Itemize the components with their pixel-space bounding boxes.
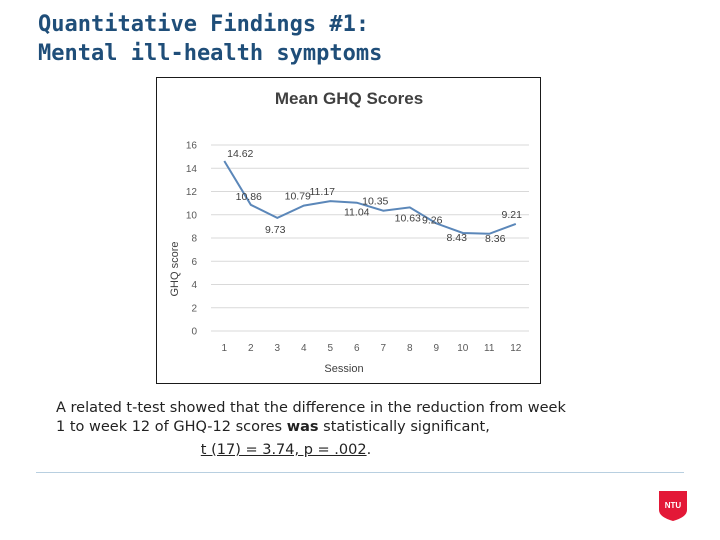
y-tick-label: 2 [191,303,197,314]
data-label: 9.26 [422,214,443,226]
t-test-statistic: t (17) = 3.74, p = .002 [200,442,367,458]
data-label: 10.86 [236,191,262,203]
footer-divider [36,472,684,473]
ntu-logo: NTU [659,491,687,521]
data-label: 11.04 [344,207,370,219]
data-label: 8.36 [485,233,506,245]
summary-line-2-start: 1 to week 12 of GHQ-12 scores [56,419,287,435]
summary-line-2-end: statistically significant, [318,419,490,435]
x-axis-label: Session [324,363,363,375]
data-label: 10.35 [362,196,388,208]
x-tick-label: 4 [301,343,307,354]
data-label: 10.63 [395,212,421,224]
x-tick-label: 9 [433,343,439,354]
y-tick-label: 6 [191,257,197,268]
y-tick-labels: 0 2 4 6 8 10 12 14 16 [186,141,198,338]
y-tick-label: 12 [186,187,198,198]
summary-line-2: 1 to week 12 of GHQ-12 scores was statis… [56,418,696,437]
summary-emphasis: was [286,419,319,435]
y-tick-label: 10 [186,210,198,221]
data-label: 11.17 [310,186,336,198]
x-tick-label: 7 [380,343,386,354]
x-tick-label: 1 [221,343,227,354]
x-tick-label: 5 [327,343,333,354]
x-tick-label: 8 [407,343,413,354]
chart-title: Mean GHQ Scores [275,89,423,108]
x-tick-label: 3 [274,343,280,354]
y-tick-label: 0 [191,327,197,338]
x-tick-label: 10 [457,343,469,354]
slide-title-line-1: Quantitative Findings #1: [38,12,370,37]
x-tick-labels: 1 2 3 4 5 6 7 8 9 10 11 12 [221,343,521,354]
slide-title: Quantitative Findings #1: Mental ill-hea… [38,10,382,68]
y-tick-label: 16 [186,141,198,152]
statistic-period: . [366,442,372,458]
x-tick-label: 11 [484,343,495,354]
x-tick-label: 12 [510,343,522,354]
data-label: 14.62 [227,148,253,160]
gridlines [211,144,529,332]
statistic-line: t (17) = 3.74, p = .002. [56,441,516,460]
x-tick-label: 2 [248,343,254,354]
series-line [223,160,517,235]
y-tick-label: 4 [191,280,197,291]
y-tick-label: 8 [191,234,197,245]
t-test-summary: A related t-test showed that the differe… [56,399,696,460]
summary-line-1: A related t-test showed that the differe… [56,400,566,416]
ntu-shield-icon [659,491,687,521]
y-axis-label: GHQ score [169,241,181,296]
data-label: 9.21 [502,209,523,221]
data-label: 10.79 [285,191,311,203]
y-tick-label: 14 [186,164,198,175]
slide-title-line-2: Mental ill-health symptoms [38,41,383,66]
ntu-logo-text: NTU [665,501,682,510]
data-label: 9.73 [265,224,286,236]
data-label: 8.43 [447,232,468,244]
x-tick-label: 6 [354,343,360,354]
